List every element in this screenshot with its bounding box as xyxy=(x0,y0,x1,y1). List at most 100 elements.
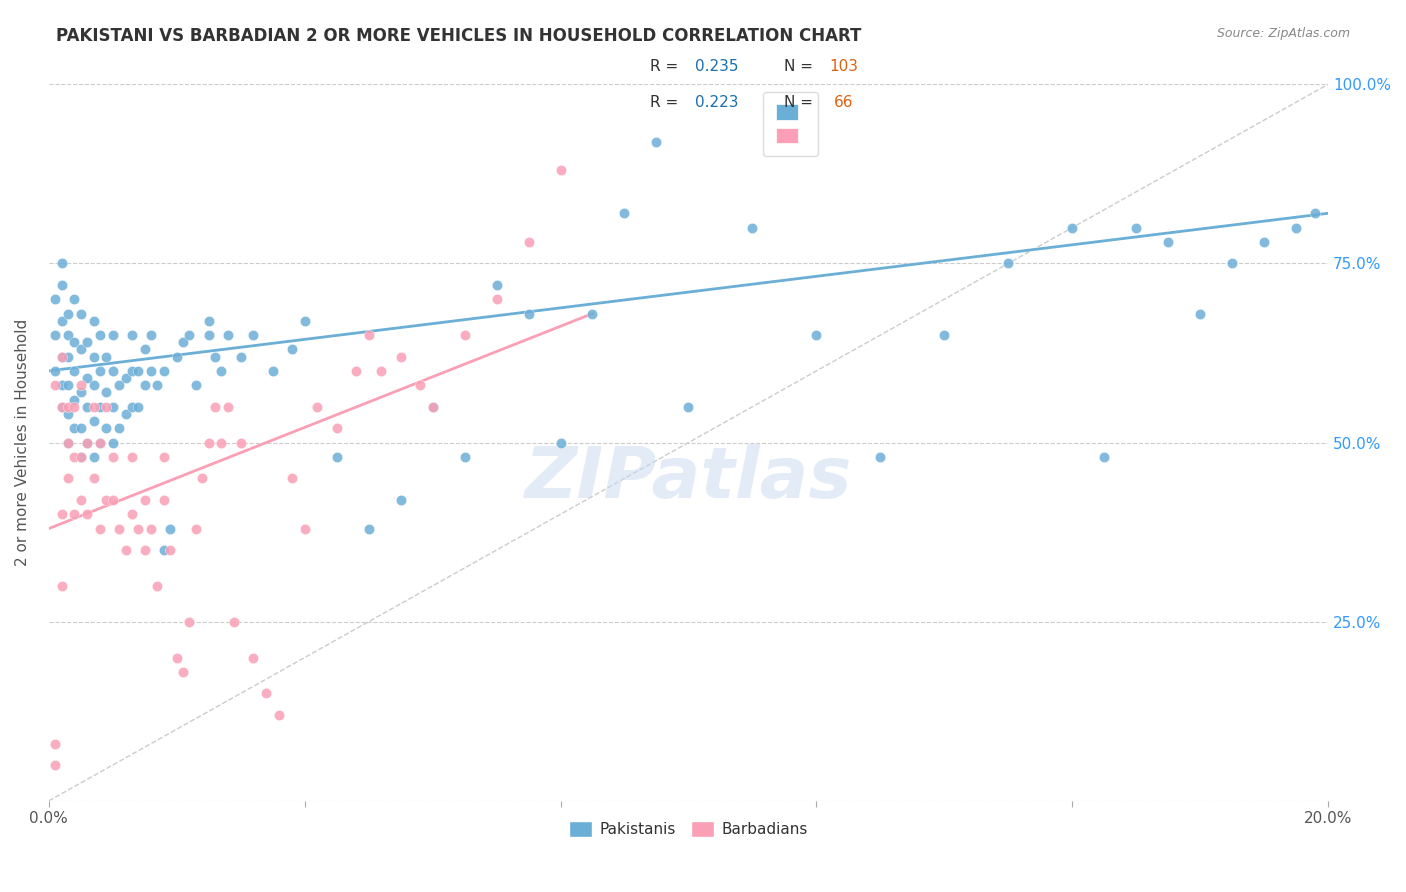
Pakistanis xyxy=(51,277,73,292)
Barbadians xyxy=(51,350,73,364)
Barbadians xyxy=(166,650,188,665)
Barbadians xyxy=(134,543,156,558)
Barbadians xyxy=(44,758,66,772)
Barbadians xyxy=(325,421,347,435)
Pakistanis xyxy=(56,328,79,343)
Barbadians xyxy=(69,378,91,392)
Barbadians xyxy=(267,707,290,722)
Barbadians xyxy=(217,400,239,414)
Pakistanis xyxy=(453,450,475,464)
Pakistanis xyxy=(485,277,508,292)
Pakistanis xyxy=(166,350,188,364)
Pakistanis xyxy=(229,350,252,364)
Barbadians xyxy=(96,400,118,414)
Pakistanis xyxy=(294,314,316,328)
Pakistanis xyxy=(69,307,91,321)
Barbadians xyxy=(370,364,392,378)
Barbadians xyxy=(204,400,226,414)
Barbadians xyxy=(121,450,143,464)
Barbadians xyxy=(83,471,105,485)
Barbadians xyxy=(44,378,66,392)
Barbadians xyxy=(153,450,176,464)
Barbadians xyxy=(294,522,316,536)
Pakistanis xyxy=(108,421,131,435)
Pakistanis xyxy=(146,378,169,392)
Pakistanis xyxy=(83,450,105,464)
Pakistanis xyxy=(101,328,124,343)
Barbadians xyxy=(101,492,124,507)
Pakistanis xyxy=(127,364,149,378)
Pakistanis xyxy=(1062,220,1084,235)
Pakistanis xyxy=(63,292,86,306)
Text: R =: R = xyxy=(650,95,683,110)
Pakistanis xyxy=(101,435,124,450)
Barbadians xyxy=(139,522,162,536)
Pakistanis xyxy=(281,343,304,357)
Pakistanis xyxy=(1253,235,1275,249)
Barbadians xyxy=(83,400,105,414)
Barbadians xyxy=(453,328,475,343)
Pakistanis xyxy=(56,435,79,450)
Barbadians xyxy=(485,292,508,306)
Pakistanis xyxy=(51,400,73,414)
Pakistanis xyxy=(108,378,131,392)
Barbadians xyxy=(127,522,149,536)
Pakistanis xyxy=(153,543,176,558)
Barbadians xyxy=(517,235,540,249)
Text: N =: N = xyxy=(785,95,818,110)
Pakistanis xyxy=(63,392,86,407)
Pakistanis xyxy=(197,328,219,343)
Pakistanis xyxy=(51,350,73,364)
Pakistanis xyxy=(76,435,98,450)
Pakistanis xyxy=(172,335,194,350)
Pakistanis xyxy=(357,522,380,536)
Barbadians xyxy=(63,400,86,414)
Barbadians xyxy=(89,522,111,536)
Pakistanis xyxy=(83,350,105,364)
Pakistanis xyxy=(389,492,412,507)
Barbadians xyxy=(153,492,176,507)
Pakistanis xyxy=(1305,206,1327,220)
Pakistanis xyxy=(56,307,79,321)
Barbadians xyxy=(63,507,86,521)
Pakistanis xyxy=(869,450,891,464)
Pakistanis xyxy=(114,371,136,385)
Pakistanis xyxy=(89,364,111,378)
Pakistanis xyxy=(1157,235,1180,249)
Text: R =: R = xyxy=(650,59,683,74)
Barbadians xyxy=(184,522,207,536)
Barbadians xyxy=(389,350,412,364)
Barbadians xyxy=(197,435,219,450)
Pakistanis xyxy=(139,328,162,343)
Pakistanis xyxy=(83,414,105,428)
Pakistanis xyxy=(89,435,111,450)
Barbadians xyxy=(69,450,91,464)
Barbadians xyxy=(96,492,118,507)
Pakistanis xyxy=(44,364,66,378)
Barbadians xyxy=(51,579,73,593)
Barbadians xyxy=(550,163,572,178)
Pakistanis xyxy=(76,400,98,414)
Pakistanis xyxy=(217,328,239,343)
Pakistanis xyxy=(997,256,1019,270)
Text: 0.235: 0.235 xyxy=(695,59,738,74)
Barbadians xyxy=(191,471,214,485)
Pakistanis xyxy=(741,220,763,235)
Barbadians xyxy=(179,615,201,629)
Pakistanis xyxy=(1220,256,1243,270)
Barbadians xyxy=(114,543,136,558)
Pakistanis xyxy=(550,435,572,450)
Barbadians xyxy=(146,579,169,593)
Pakistanis xyxy=(211,364,233,378)
Barbadians xyxy=(254,686,277,700)
Pakistanis xyxy=(159,522,181,536)
Pakistanis xyxy=(153,364,176,378)
Pakistanis xyxy=(517,307,540,321)
Pakistanis xyxy=(76,371,98,385)
Pakistanis xyxy=(83,314,105,328)
Text: N =: N = xyxy=(785,59,818,74)
Pakistanis xyxy=(69,385,91,400)
Pakistanis xyxy=(69,450,91,464)
Pakistanis xyxy=(773,135,796,149)
Pakistanis xyxy=(1285,220,1308,235)
